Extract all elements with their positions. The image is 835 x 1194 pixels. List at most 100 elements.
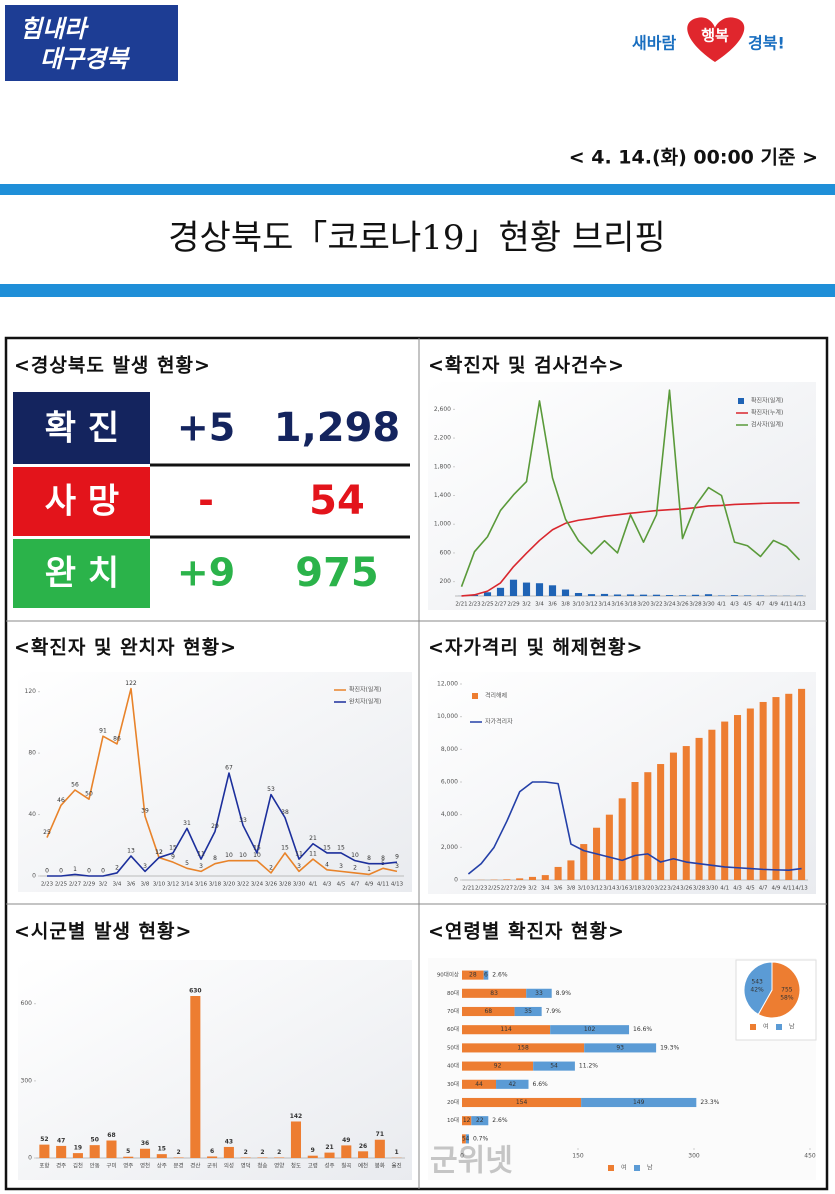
bar: [721, 721, 729, 880]
data-label: 3: [297, 863, 301, 870]
data-label: 86: [113, 735, 121, 742]
data-label: 12: [155, 849, 163, 856]
y-tick-label: 0: [28, 1155, 32, 1162]
x-tick-label: 3/8: [566, 886, 575, 892]
x-tick-label: 3/26: [265, 882, 278, 888]
bar-segment: [462, 1079, 497, 1089]
pie-value: 755: [781, 986, 793, 993]
x-tick-label: 3/4: [113, 882, 122, 888]
y-tick-label: 60대: [447, 1025, 459, 1033]
legend-label: 남: [647, 1164, 653, 1172]
bar: [580, 844, 588, 880]
bar: [561, 589, 570, 596]
data-label: 43: [225, 1138, 233, 1145]
share-label: 23.3%: [700, 1099, 719, 1106]
status-label-bg: [13, 539, 150, 608]
x-tick-label: 3/14: [598, 602, 611, 608]
x-tick-label: 3/20: [642, 886, 655, 892]
data-label: 5: [126, 1148, 130, 1155]
data-label: 4: [325, 861, 329, 868]
x-tick-label: 2/29: [83, 882, 96, 888]
panel-title: <시군별 발생 현황>: [14, 920, 192, 943]
data-label: 21: [325, 1144, 333, 1151]
pie-percent: 42%: [750, 987, 764, 994]
data-label: 9: [395, 854, 399, 861]
data-label: 36: [141, 1140, 149, 1147]
data-label: 53: [267, 786, 275, 793]
x-tick-label: 영덕: [241, 1162, 251, 1170]
x-tick-label: 3/30: [293, 882, 306, 888]
y-tick-label: 300: [21, 1077, 33, 1084]
header-bar-bottom: [0, 284, 835, 297]
data-label: 46: [57, 797, 65, 804]
bar: [522, 582, 531, 596]
bar: [89, 1145, 100, 1158]
x-tick-label: 2/29: [507, 602, 520, 608]
x-tick-label: 2/23: [468, 602, 481, 608]
data-label: 44: [475, 1081, 483, 1088]
logo-left-bg: [5, 5, 178, 81]
panel-title: <연령별 확진자 현황>: [428, 920, 625, 943]
data-label: 19: [74, 1145, 82, 1152]
x-tick-label: 150: [572, 1153, 584, 1160]
x-tick-label: 구미: [106, 1162, 116, 1170]
x-tick-label: 3/18: [629, 886, 642, 892]
bar-segment: [496, 1079, 529, 1089]
status-label: 확 진: [45, 409, 119, 449]
data-label: 42: [508, 1081, 516, 1088]
data-label: 1: [367, 866, 371, 873]
pie-slice: [757, 961, 801, 1019]
legend-label: 확진자(일계): [349, 686, 381, 694]
bar: [587, 594, 596, 596]
status-change: +5: [177, 406, 235, 450]
x-tick-label: 안동: [90, 1163, 100, 1170]
y-tick-label: 50대: [447, 1043, 459, 1051]
bar-segment: [483, 970, 489, 980]
data-label: 2: [176, 1149, 180, 1156]
bar: [358, 1151, 369, 1158]
x-tick-label: 3/12: [167, 882, 179, 888]
legend-swatch: [608, 1165, 614, 1171]
bar-segment: [550, 1025, 630, 1035]
data-label: 56: [71, 781, 79, 788]
y-tick-label: 90대이상: [437, 971, 459, 979]
bar-segment: [462, 1025, 551, 1035]
bar: [631, 782, 639, 880]
data-label: 0: [87, 868, 91, 875]
data-label: 67: [225, 765, 233, 772]
data-label: 15: [281, 844, 289, 851]
bar: [798, 688, 806, 880]
share-label: 11.2%: [579, 1063, 598, 1070]
data-label: 11: [197, 851, 205, 858]
x-tick-label: 문경: [174, 1163, 184, 1170]
bar: [682, 746, 690, 880]
bar: [483, 592, 492, 596]
y-tick-label: 8,000: [441, 746, 458, 753]
bar-segment: [526, 988, 552, 998]
status-change: +9: [177, 551, 235, 595]
x-tick-label: 3/26: [676, 602, 689, 608]
legend-swatch: [738, 398, 744, 404]
x-tick-label: 4/1: [309, 882, 318, 888]
panel-title: <경상북도 발생 현황>: [14, 354, 211, 377]
x-tick-label: 3/20: [637, 602, 650, 608]
line-series: [46, 687, 398, 876]
x-tick-label: 2/27: [69, 882, 82, 888]
x-tick-label: 450: [804, 1153, 816, 1160]
x-tick-label: 3/6: [127, 882, 136, 888]
logo-right-3: 경북!: [748, 34, 785, 53]
x-tick-label: 4/13: [795, 886, 808, 892]
legend-label: 검사자(일계): [751, 421, 783, 429]
status-label-bg: [13, 392, 150, 464]
legend-label: 남: [789, 1023, 795, 1031]
bar: [605, 814, 613, 880]
data-label: 1: [395, 1149, 399, 1156]
data-label: 0: [45, 868, 49, 875]
panel-title: <확진자 및 검사건수>: [428, 354, 625, 377]
x-tick-label: 3/24: [663, 602, 676, 608]
data-label: 2: [115, 864, 119, 871]
x-tick-label: 4/3: [730, 602, 739, 608]
bar: [746, 708, 754, 880]
bar: [516, 878, 524, 880]
data-label: 102: [584, 1026, 596, 1033]
